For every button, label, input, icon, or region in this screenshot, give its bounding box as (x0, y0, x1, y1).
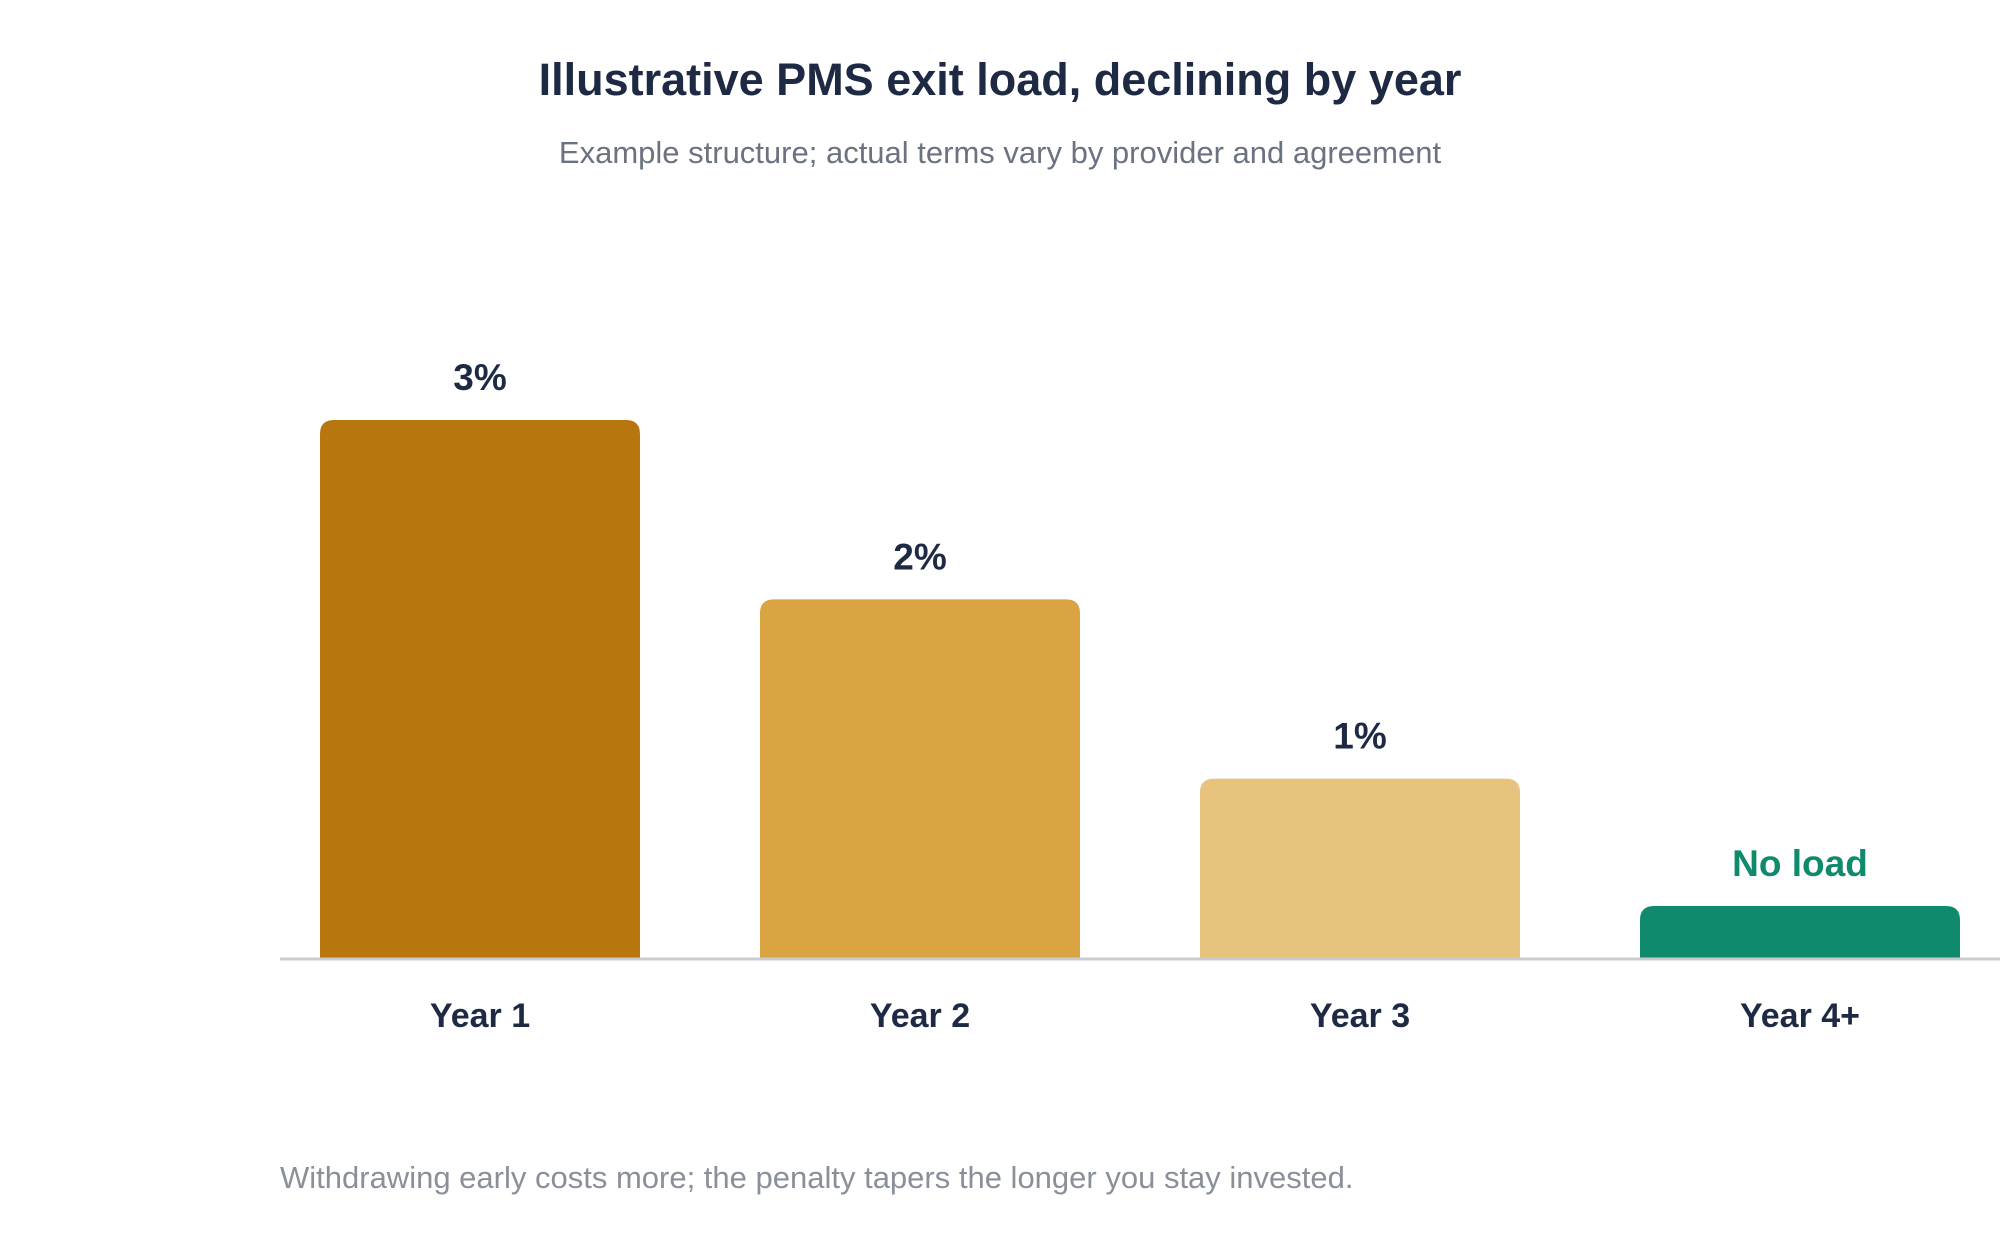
bar-year-1 (320, 420, 640, 958)
bars-layer (320, 420, 1960, 958)
chart-footnote: Withdrawing early costs more; the penalt… (280, 1160, 1354, 1195)
bar-year-3 (1200, 778, 1520, 958)
bar-year-2 (760, 599, 1080, 958)
labels-layer: 3% Year 1 2% Year 2 1% Year 3 No load Year 4+ (430, 357, 1868, 1035)
data-label: No load (1732, 843, 1868, 884)
chart-title: Illustrative PMS exit load, declining by… (538, 54, 1462, 105)
bar-year-4 (1640, 906, 1960, 958)
data-label: 3% (453, 357, 506, 398)
chart-subtitle: Example structure; actual terms vary by … (558, 135, 1442, 170)
x-tick-label: Year 2 (870, 997, 970, 1035)
data-label: 2% (893, 536, 946, 577)
data-label: 1% (1333, 716, 1386, 757)
x-tick-label: Year 4+ (1740, 997, 1860, 1035)
x-tick-label: Year 1 (430, 997, 530, 1035)
x-tick-label: Year 3 (1310, 997, 1410, 1035)
